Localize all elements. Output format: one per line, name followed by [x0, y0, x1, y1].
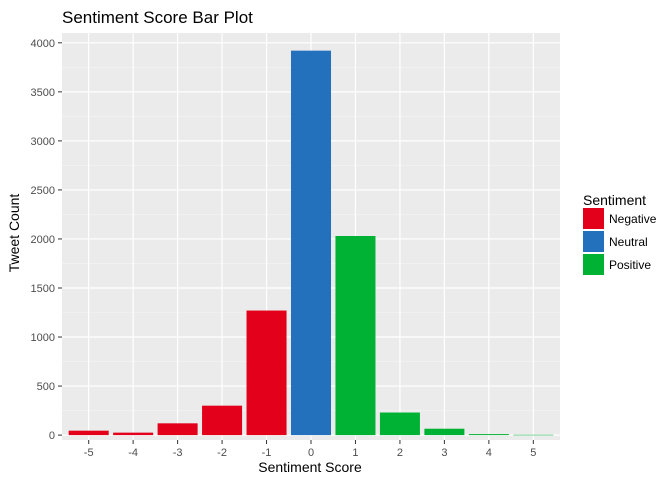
bar--5 — [68, 430, 109, 436]
y-axis-ticks: 0 500 1000 1500 2000 2500 3000 3500 4000 — [31, 38, 62, 442]
legend-label-negative: Negative — [609, 212, 657, 226]
y-axis-title: Tweet Count — [6, 194, 22, 273]
legend-key-negative — [583, 208, 604, 229]
plot-panel — [62, 33, 560, 440]
y-tick-label: 3000 — [31, 136, 55, 148]
bar--1 — [246, 310, 287, 436]
x-axis-title: Sentiment Score — [258, 459, 362, 475]
x-tick-label: 4 — [486, 447, 492, 459]
legend-label-neutral: Neutral — [609, 235, 648, 249]
x-tick-label: -2 — [217, 447, 227, 459]
x-tick-label: -1 — [262, 447, 272, 459]
y-tick-label: 1500 — [31, 283, 55, 295]
bar--4 — [113, 432, 154, 436]
bar-5 — [513, 434, 554, 436]
x-axis-ticks: -5 -4 -3 -2 -1 0 1 2 3 4 5 — [84, 440, 536, 459]
x-tick-label: 0 — [308, 447, 314, 459]
y-tick-label: 2500 — [31, 185, 55, 197]
bar--3 — [157, 423, 198, 436]
y-tick-label: 0 — [49, 430, 55, 442]
legend-label-positive: Positive — [609, 258, 651, 272]
legend-key-positive — [583, 254, 604, 275]
legend: Sentiment Negative Neutral Positive — [583, 192, 657, 275]
x-tick-label: -5 — [84, 447, 94, 459]
bar-2 — [379, 412, 420, 436]
x-tick-label: -4 — [128, 447, 138, 459]
bar--2 — [202, 405, 243, 436]
y-tick-label: 1000 — [31, 332, 55, 344]
legend-title: Sentiment — [583, 192, 646, 208]
x-tick-label: 2 — [397, 447, 403, 459]
bar-4 — [468, 434, 509, 436]
bar-0 — [290, 50, 332, 436]
bar-1 — [335, 236, 376, 436]
legend-key-neutral — [583, 231, 604, 252]
y-tick-label: 3500 — [31, 87, 55, 99]
y-tick-label: 2000 — [31, 234, 55, 246]
x-tick-label: -3 — [173, 447, 183, 459]
y-tick-label: 4000 — [31, 38, 55, 50]
y-tick-label: 500 — [37, 381, 55, 393]
bar-3 — [424, 428, 465, 436]
x-tick-label: 1 — [352, 447, 358, 459]
x-tick-label: 5 — [530, 447, 536, 459]
x-tick-label: 3 — [441, 447, 447, 459]
chart-title: Sentiment Score Bar Plot — [62, 8, 253, 27]
